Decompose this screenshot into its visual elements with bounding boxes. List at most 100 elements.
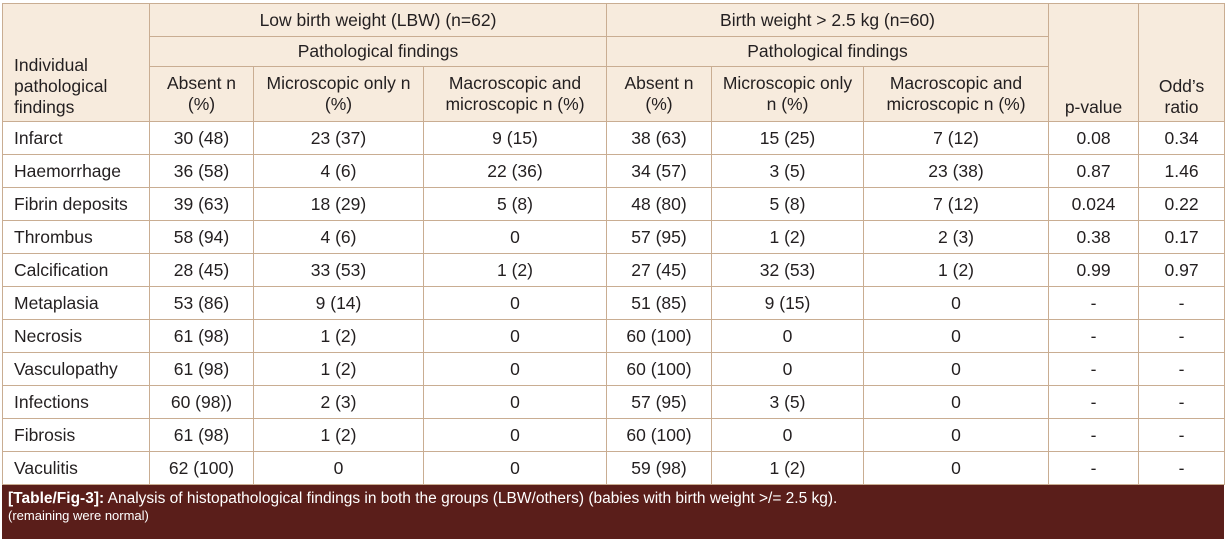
normal-micro-header: Microscopic only n (%) <box>711 66 864 122</box>
normal-absent-cell: 38 (63) <box>606 121 712 155</box>
table-row: Fibrosis 61 (98) 1 (2) 0 60 (100) 0 0 - … <box>2 418 1226 452</box>
table-caption: [Table/Fig-3]: Analysis of histopatholog… <box>2 485 1224 539</box>
table-row: Haemorrhage 36 (58) 4 (6) 22 (36) 34 (57… <box>2 154 1226 188</box>
normal-micro-cell: 0 <box>711 418 864 452</box>
table-row: Fibrin deposits 39 (63) 18 (29) 5 (8) 48… <box>2 187 1226 221</box>
lbw-absent-cell: 30 (48) <box>149 121 254 155</box>
finding-name: Vasculopathy <box>2 352 150 386</box>
normal-macro-header: Macroscopic and microscopic n (%) <box>862 66 1050 122</box>
table-row: Vasculopathy 61 (98) 1 (2) 0 60 (100) 0 … <box>2 352 1226 386</box>
normal-micro-cell: 9 (15) <box>711 286 864 320</box>
p-value-cell: 0.08 <box>1048 121 1140 155</box>
lbw-micro-cell: 9 (14) <box>253 286 424 320</box>
normal-absent-cell: 57 (95) <box>606 385 712 419</box>
normal-macro-cell: 2 (3) <box>862 220 1050 254</box>
lbw-macro-cell: 22 (36) <box>423 154 607 188</box>
lbw-micro-cell: 1 (2) <box>253 319 424 353</box>
finding-name: Necrosis <box>2 319 150 353</box>
lbw-absent-cell: 62 (100) <box>149 451 254 485</box>
lbw-micro-cell: 4 (6) <box>253 220 424 254</box>
normal-absent-cell: 27 (45) <box>606 253 712 287</box>
lbw-absent-cell: 61 (98) <box>149 352 254 386</box>
lbw-absent-cell: 60 (98)) <box>149 385 254 419</box>
normal-absent-cell: 51 (85) <box>606 286 712 320</box>
finding-name: Infarct <box>2 121 150 155</box>
odds-ratio-cell: 1.46 <box>1138 154 1226 188</box>
lbw-absent-cell: 58 (94) <box>149 220 254 254</box>
p-value-header: p-value <box>1048 3 1140 122</box>
odds-ratio-cell: 0.34 <box>1138 121 1226 155</box>
finding-name: Infections <box>2 385 150 419</box>
normal-subheader: Pathological findings <box>605 36 1050 67</box>
normal-micro-cell: 3 (5) <box>711 154 864 188</box>
lbw-absent-cell: 28 (45) <box>149 253 254 287</box>
p-value-cell: 0.38 <box>1048 220 1140 254</box>
lbw-micro-cell: 23 (37) <box>253 121 424 155</box>
odds-ratio-cell: 0.22 <box>1138 187 1226 221</box>
lbw-macro-cell: 0 <box>423 451 607 485</box>
normal-absent-cell: 57 (95) <box>606 220 712 254</box>
lbw-micro-cell: 4 (6) <box>253 154 424 188</box>
p-value-cell: 0.99 <box>1048 253 1140 287</box>
finding-name: Calcification <box>2 253 150 287</box>
lbw-absent-cell: 39 (63) <box>149 187 254 221</box>
normal-absent-cell: 60 (100) <box>606 319 712 353</box>
lbw-macro-cell: 0 <box>423 286 607 320</box>
lbw-absent-cell: 61 (98) <box>149 418 254 452</box>
odds-ratio-cell: 0.97 <box>1138 253 1226 287</box>
lbw-micro-cell: 33 (53) <box>253 253 424 287</box>
normal-macro-cell: 0 <box>862 319 1050 353</box>
lbw-absent-header: Absent n (%) <box>149 66 254 122</box>
finding-name: Fibrin deposits <box>2 187 150 221</box>
normal-macro-cell: 0 <box>862 286 1050 320</box>
normal-micro-cell: 0 <box>711 352 864 386</box>
finding-name: Vaculitis <box>2 451 150 485</box>
normal-macro-cell: 1 (2) <box>862 253 1050 287</box>
normal-macro-cell: 23 (38) <box>862 154 1050 188</box>
normal-macro-cell: 0 <box>862 451 1050 485</box>
normal-macro-cell: 0 <box>862 385 1050 419</box>
lbw-macro-cell: 0 <box>423 385 607 419</box>
lbw-micro-cell: 18 (29) <box>253 187 424 221</box>
caption-text: Analysis of histopathological findings i… <box>107 490 838 507</box>
normal-macro-cell: 0 <box>862 352 1050 386</box>
finding-name: Fibrosis <box>2 418 150 452</box>
group-normal-header: Birth weight > 2.5 kg (n=60) <box>605 3 1050 37</box>
odds-ratio-cell: - <box>1138 418 1226 452</box>
lbw-macro-cell: 0 <box>423 418 607 452</box>
lbw-absent-cell: 36 (58) <box>149 154 254 188</box>
normal-micro-cell: 0 <box>711 319 864 353</box>
normal-absent-cell: 59 (98) <box>606 451 712 485</box>
normal-macro-cell: 7 (12) <box>862 121 1050 155</box>
finding-name: Metaplasia <box>2 286 150 320</box>
normal-micro-cell: 1 (2) <box>711 220 864 254</box>
finding-name: Haemorrhage <box>2 154 150 188</box>
table-row: Infections 60 (98)) 2 (3) 0 57 (95) 3 (5… <box>2 385 1226 419</box>
caption-note: (remaining were normal) <box>8 508 149 523</box>
normal-micro-cell: 1 (2) <box>711 451 864 485</box>
table-row: Thrombus 58 (94) 4 (6) 0 57 (95) 1 (2) 2… <box>2 220 1226 254</box>
row-label-header: Individual pathological findings <box>2 3 150 122</box>
lbw-macro-cell: 0 <box>423 319 607 353</box>
p-value-cell: 0.024 <box>1048 187 1140 221</box>
lbw-macro-cell: 0 <box>423 352 607 386</box>
odds-ratio-cell: - <box>1138 319 1226 353</box>
lbw-micro-header: Microscopic only n (%) <box>253 66 424 122</box>
caption-line: [Table/Fig-3]: Analysis of histopatholog… <box>8 489 1218 508</box>
lbw-macro-cell: 0 <box>423 220 607 254</box>
normal-absent-cell: 34 (57) <box>606 154 712 188</box>
table-row: Necrosis 61 (98) 1 (2) 0 60 (100) 0 0 - … <box>2 319 1226 353</box>
odds-ratio-cell: 0.17 <box>1138 220 1226 254</box>
normal-micro-cell: 3 (5) <box>711 385 864 419</box>
table-row: Infarct 30 (48) 23 (37) 9 (15) 38 (63) 1… <box>2 121 1226 155</box>
lbw-micro-cell: 1 (2) <box>253 352 424 386</box>
histopathology-table: Individual pathological findings Low bir… <box>2 3 1226 485</box>
lbw-subheader: Pathological findings <box>149 36 607 67</box>
table-header: Individual pathological findings Low bir… <box>2 3 1226 122</box>
odds-ratio-cell: - <box>1138 352 1226 386</box>
normal-absent-cell: 60 (100) <box>606 418 712 452</box>
normal-macro-cell: 7 (12) <box>862 187 1050 221</box>
normal-macro-cell: 0 <box>862 418 1050 452</box>
lbw-absent-cell: 53 (86) <box>149 286 254 320</box>
p-value-cell: - <box>1048 451 1140 485</box>
